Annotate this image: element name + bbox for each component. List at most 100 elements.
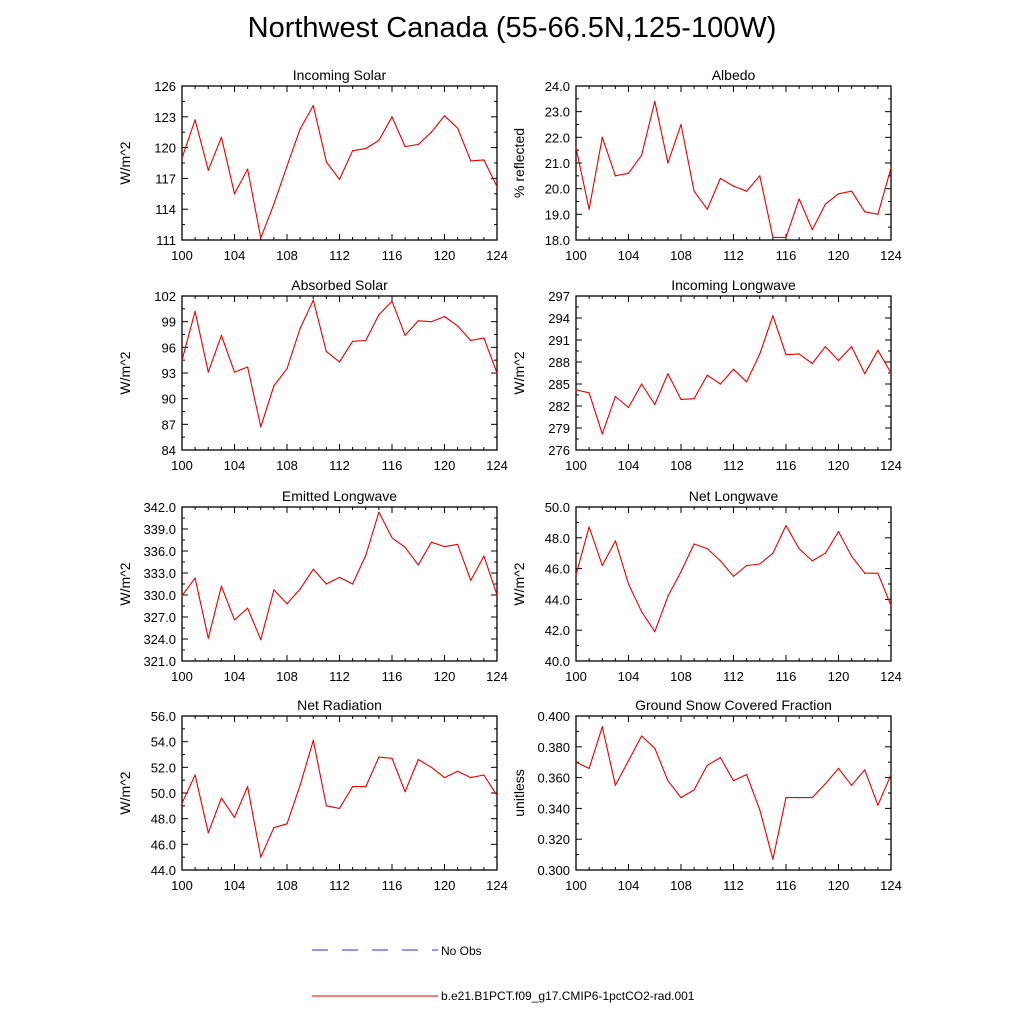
data-point <box>443 777 446 779</box>
data-point <box>286 603 288 605</box>
x-tick-label: 100 <box>565 248 587 263</box>
data-point <box>811 362 813 365</box>
data-point <box>719 177 721 179</box>
data-point <box>627 583 630 585</box>
y-axis-label: W/m^2 <box>117 141 133 184</box>
x-tick-label: 104 <box>224 248 246 263</box>
data-point <box>496 372 498 374</box>
x-tick-label: 124 <box>880 458 902 473</box>
y-tick-label: 291 <box>548 333 570 348</box>
data-point <box>181 157 183 159</box>
y-tick-label: 279 <box>548 421 570 436</box>
data-point <box>890 372 892 374</box>
x-tick-label: 100 <box>171 458 193 473</box>
data-point <box>798 797 800 799</box>
series-line <box>575 726 892 860</box>
data-point <box>496 186 498 188</box>
y-tick-label: 285 <box>548 377 570 392</box>
panel-net-longwave: Net Longwave 100 104 108 112 116 120 124 40.0 42.… <box>511 488 902 684</box>
x-tick-label: 100 <box>565 878 587 893</box>
data-point <box>443 315 446 318</box>
data-point <box>430 131 432 133</box>
data-point <box>181 359 183 361</box>
y-tick-label: 324.0 <box>143 632 176 647</box>
x-tick-label: 124 <box>486 248 508 263</box>
data-point <box>785 797 787 799</box>
data-point <box>798 547 800 550</box>
y-tick-label: 336.0 <box>143 544 176 559</box>
data-point <box>772 858 774 860</box>
y-tick-label: 342.0 <box>143 500 176 515</box>
data-point <box>824 783 826 785</box>
y-tick-label: 114 <box>155 202 176 217</box>
data-point <box>312 739 314 741</box>
y-tick-label: 46.0 <box>151 837 176 852</box>
data-point <box>601 433 603 435</box>
y-tick-label: 44.0 <box>545 592 570 607</box>
x-tick-label: 112 <box>329 458 350 473</box>
y-tick-label: 333.0 <box>143 566 176 581</box>
y-tick-label: 54.0 <box>151 735 176 750</box>
x-tick-label: 120 <box>434 458 456 473</box>
x-tick-label: 112 <box>329 669 350 684</box>
y-axis-label: unitless <box>511 769 527 816</box>
y-tick-label: 0.320 <box>537 832 570 847</box>
data-point <box>286 823 288 825</box>
data-point <box>864 572 866 574</box>
data-point <box>693 789 695 791</box>
data-point <box>365 785 367 788</box>
data-point <box>864 769 866 771</box>
plot-frame <box>181 506 498 662</box>
y-tick-label: 321.0 <box>143 654 176 669</box>
y-tick-label: 0.380 <box>537 740 570 755</box>
x-tick-label: 116 <box>776 458 797 473</box>
data-point <box>667 595 669 597</box>
data-point <box>312 299 314 301</box>
data-point <box>299 128 301 130</box>
data-point <box>365 148 367 150</box>
x-tick-label: 124 <box>486 458 508 473</box>
data-point <box>746 381 748 383</box>
data-point <box>680 398 682 400</box>
data-point <box>772 315 774 317</box>
panel-albedo: Albedo 100 104 108 112 116 120 124 18.0 19.0 20.0 2… <box>511 67 902 263</box>
y-tick-label: 48.0 <box>545 531 570 546</box>
data-point <box>247 168 249 170</box>
y-tick-label: 327.0 <box>143 610 176 625</box>
data-point <box>483 774 485 776</box>
y-axis-label: W/m^2 <box>117 771 133 814</box>
data-point <box>877 572 879 574</box>
x-tick-label: 108 <box>276 669 298 684</box>
x-tick-label: 108 <box>670 248 692 263</box>
data-point <box>181 802 183 804</box>
data-point <box>588 767 590 769</box>
x-tick-label: 108 <box>276 878 298 893</box>
y-tick-label: 102 <box>154 289 176 304</box>
data-point <box>627 760 630 762</box>
y-tick-label: 23.0 <box>545 105 570 120</box>
data-point <box>837 193 840 195</box>
data-point <box>338 576 341 579</box>
data-point <box>601 564 603 567</box>
data-point <box>194 310 196 312</box>
data-point <box>575 147 577 149</box>
data-point <box>680 123 682 126</box>
data-point <box>247 366 249 368</box>
y-tick-label: 42.0 <box>545 623 570 638</box>
data-point <box>654 631 656 633</box>
panel-emitted-longwave: Emitted Longwave 100 104 108 112 116 120 124 321… <box>117 488 508 684</box>
data-point <box>378 139 380 142</box>
x-tick-label: 116 <box>382 248 403 263</box>
data-point <box>575 389 577 391</box>
data-point <box>851 346 853 348</box>
y-tick-label: 56.0 <box>151 709 176 724</box>
data-point <box>365 339 367 342</box>
data-point <box>851 555 853 557</box>
data-point <box>719 560 721 562</box>
y-tick-label: 126 <box>154 79 176 94</box>
data-point <box>693 543 695 545</box>
data-point <box>457 770 459 772</box>
data-point <box>667 373 669 375</box>
data-point <box>654 747 656 749</box>
data-point <box>365 554 367 557</box>
